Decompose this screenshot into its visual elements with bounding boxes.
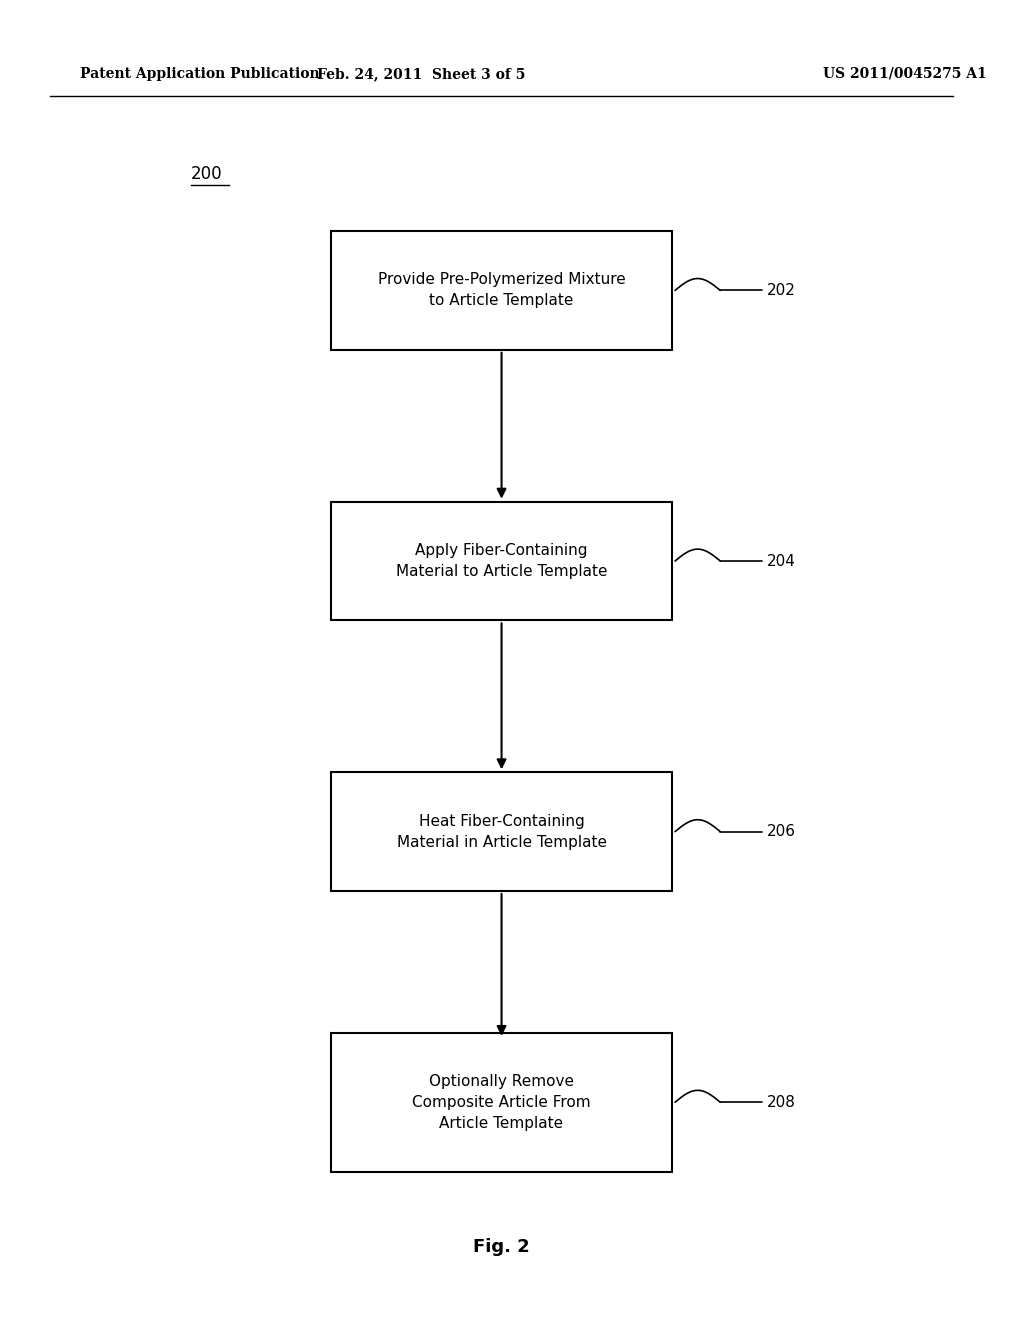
Bar <box>331 1032 672 1172</box>
Text: 202: 202 <box>767 282 797 298</box>
Text: Heat Fiber-Containing
Material in Article Template: Heat Fiber-Containing Material in Articl… <box>396 813 606 850</box>
Text: Feb. 24, 2011  Sheet 3 of 5: Feb. 24, 2011 Sheet 3 of 5 <box>317 67 525 81</box>
Bar <box>331 502 672 620</box>
Bar <box>331 231 672 350</box>
Text: Fig. 2: Fig. 2 <box>473 1238 530 1257</box>
Text: Apply Fiber-Containing
Material to Article Template: Apply Fiber-Containing Material to Artic… <box>396 543 607 579</box>
Text: Patent Application Publication: Patent Application Publication <box>80 67 319 81</box>
Text: Provide Pre-Polymerized Mixture
to Article Template: Provide Pre-Polymerized Mixture to Artic… <box>378 272 626 309</box>
Text: 208: 208 <box>767 1094 797 1110</box>
Text: 204: 204 <box>767 553 797 569</box>
Text: 200: 200 <box>190 165 222 183</box>
Text: US 2011/0045275 A1: US 2011/0045275 A1 <box>822 67 986 81</box>
Bar <box>331 772 672 891</box>
Text: 206: 206 <box>767 824 797 840</box>
Text: Optionally Remove
Composite Article From
Article Template: Optionally Remove Composite Article From… <box>413 1073 591 1131</box>
